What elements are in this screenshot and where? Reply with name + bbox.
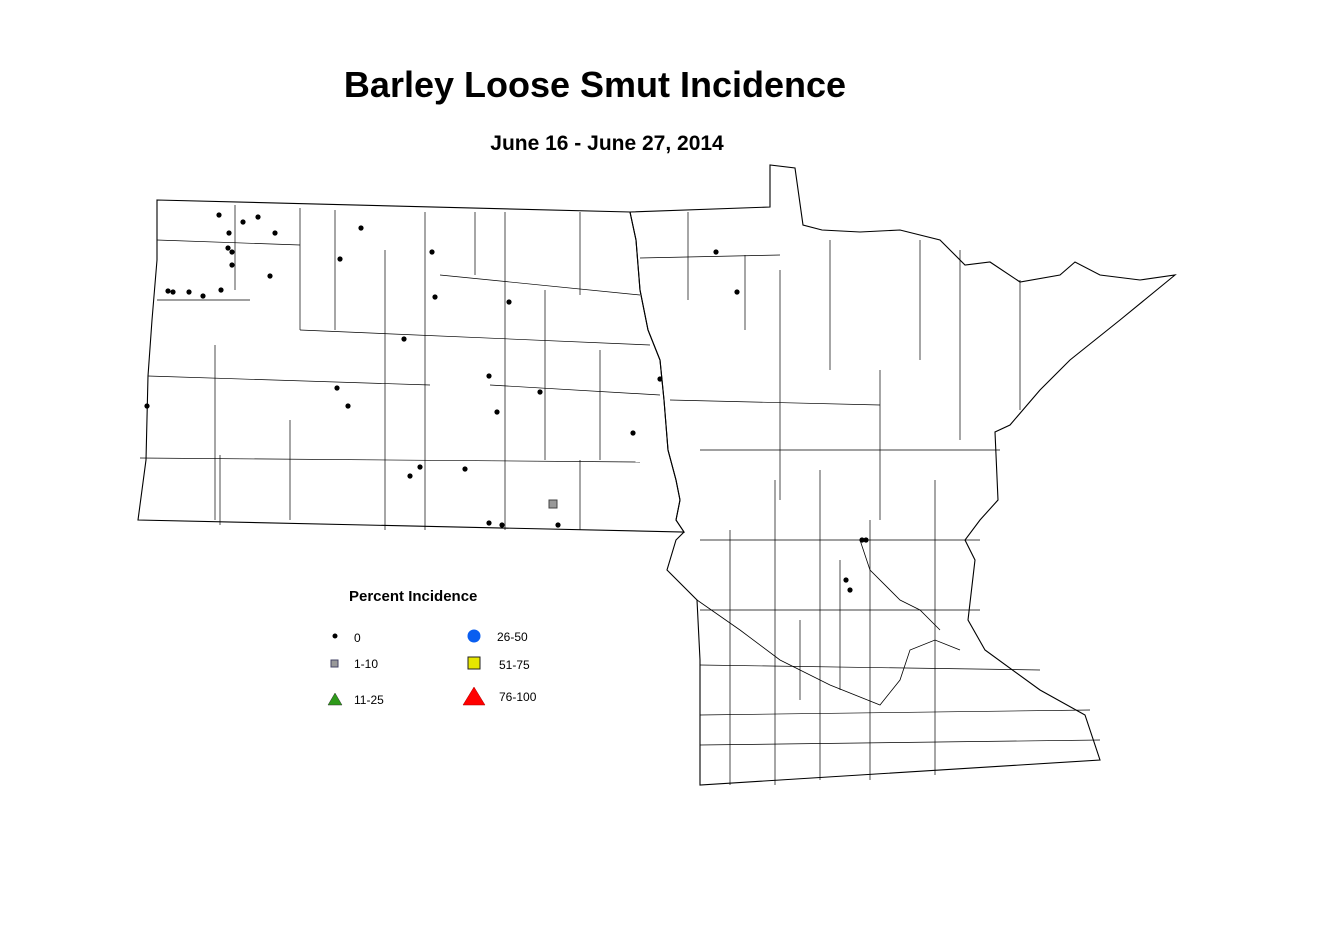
survey-point-0 xyxy=(734,289,740,295)
survey-point-0 xyxy=(267,273,273,279)
survey-point-0 xyxy=(432,294,438,300)
legend-title: Percent Incidence xyxy=(349,588,478,605)
legend-label-11-25: 11-25 xyxy=(354,693,384,707)
survey-point-0 xyxy=(407,473,413,479)
legend-gray-square-symbol xyxy=(330,659,339,668)
county-line xyxy=(156,239,301,246)
minnesota-river xyxy=(859,539,941,631)
map-title: Barley Loose Smut Incidence xyxy=(343,64,847,105)
survey-point-0 xyxy=(255,214,261,220)
survey-point-0 xyxy=(429,249,435,255)
survey-point-0 xyxy=(358,225,364,231)
survey-point-0 xyxy=(218,287,224,293)
map-subtitle: June 16 - June 27, 2014 xyxy=(490,132,724,155)
survey-point-0 xyxy=(417,464,423,470)
survey-point-0 xyxy=(345,403,351,409)
survey-point-0 xyxy=(170,289,176,295)
county-line xyxy=(299,329,651,346)
legend-blue-circle-symbol xyxy=(467,629,481,643)
county-line xyxy=(147,375,431,386)
survey-point-0 xyxy=(200,293,206,299)
legend-symbols xyxy=(327,629,486,706)
survey-point-0 xyxy=(226,230,232,236)
survey-points xyxy=(144,212,869,593)
legend-label-26-50: 26-50 xyxy=(497,630,528,644)
legend-label-76-100: 76-100 xyxy=(499,690,537,704)
survey-point-0 xyxy=(555,522,561,528)
survey-point-0 xyxy=(225,245,231,251)
survey-point-0 xyxy=(537,389,543,395)
legend-label-0: 0 xyxy=(354,631,361,645)
survey-point-0 xyxy=(229,249,235,255)
county-line xyxy=(699,709,1091,716)
survey-point-0 xyxy=(630,430,636,436)
survey-point-0 xyxy=(506,299,512,305)
survey-point-0 xyxy=(863,537,869,543)
legend-green-triangle-symbol xyxy=(327,692,343,706)
county-line xyxy=(489,384,661,396)
survey-point-0 xyxy=(186,289,192,295)
survey-point-0 xyxy=(334,385,340,391)
county-line xyxy=(699,739,1101,746)
survey-point-0 xyxy=(713,249,719,255)
legend-label-1-10: 1-10 xyxy=(354,657,379,671)
legend-dot-symbol xyxy=(332,633,338,639)
survey-point-0 xyxy=(272,230,278,236)
survey-point-0 xyxy=(144,403,150,409)
legend-red-triangle-symbol xyxy=(462,686,486,706)
survey-point-0 xyxy=(462,466,468,472)
survey-point-0 xyxy=(337,256,343,262)
legend-yellow-square-symbol xyxy=(467,656,481,670)
legend-label-51-75: 51-75 xyxy=(499,658,530,672)
county-line xyxy=(439,274,641,296)
county-line xyxy=(139,457,641,463)
survey-point-0 xyxy=(165,288,171,294)
survey-point-0 xyxy=(847,587,853,593)
survey-point-0 xyxy=(859,537,865,543)
survey-point-0 xyxy=(229,262,235,268)
county-line xyxy=(639,254,781,259)
survey-point-0 xyxy=(843,577,849,583)
survey-point-0 xyxy=(401,336,407,342)
survey-point-0 xyxy=(216,212,222,218)
county-line xyxy=(669,399,881,406)
mississippi-river xyxy=(696,599,961,706)
survey-point-0 xyxy=(494,409,500,415)
survey-point-0 xyxy=(240,219,246,225)
survey-point-0 xyxy=(499,522,505,528)
survey-point-1-10 xyxy=(548,499,558,509)
minnesota-outline xyxy=(629,164,1177,786)
survey-point-0 xyxy=(486,520,492,526)
survey-point-0 xyxy=(657,376,663,382)
survey-point-0 xyxy=(486,373,492,379)
county-boundaries xyxy=(139,205,1101,785)
